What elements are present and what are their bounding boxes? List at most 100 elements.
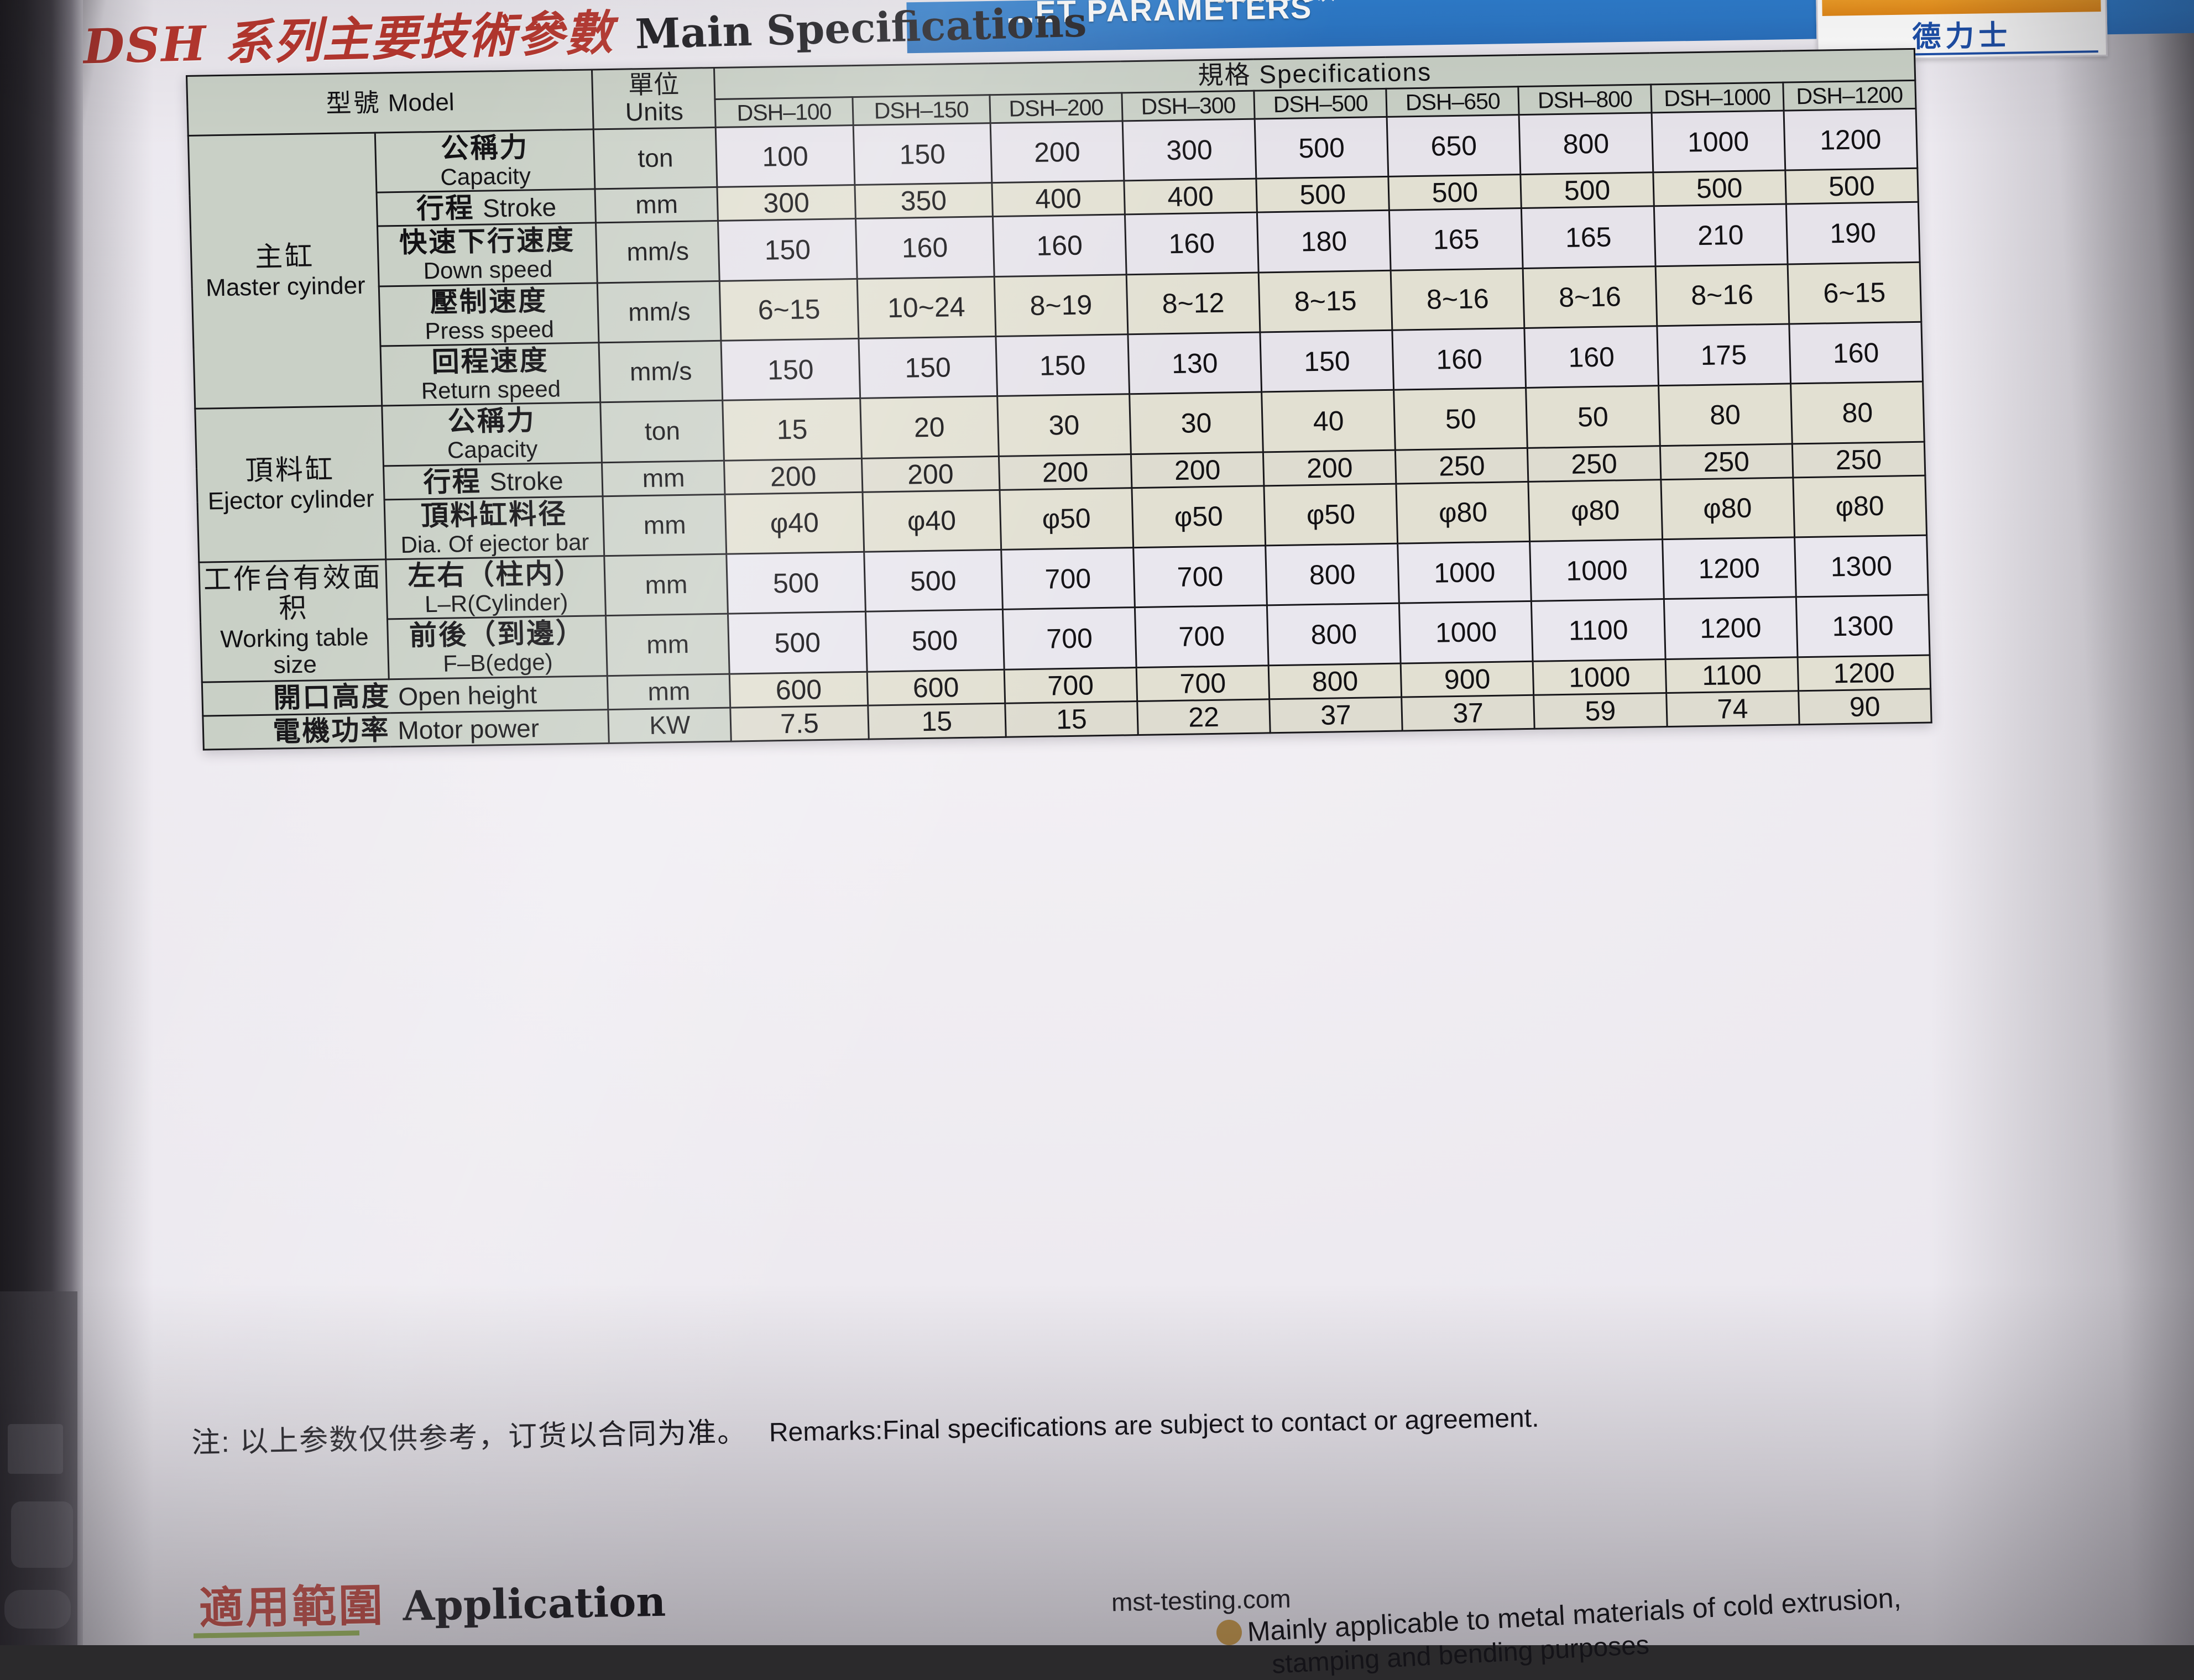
value-cell: 90 bbox=[1798, 688, 1932, 725]
value-cell: φ80 bbox=[1660, 477, 1795, 540]
bullet-point-icon bbox=[1216, 1620, 1242, 1645]
unit-cell: ton bbox=[600, 400, 724, 463]
parameter-label-en: Press speed bbox=[424, 316, 555, 344]
value-cell: 400 bbox=[991, 181, 1125, 217]
value-cell: 1000 bbox=[1530, 539, 1664, 601]
value-cell: 150 bbox=[853, 123, 992, 185]
specification-table-container: 型號 Model 單位 Units 規格 Specifications DSH–… bbox=[186, 48, 1932, 751]
value-cell: 15 bbox=[1005, 701, 1138, 737]
page-title-chinese: DSH 系列主要技術參數 bbox=[82, 4, 615, 75]
value-cell: 22 bbox=[1137, 699, 1271, 735]
parameter-label-en: Dia. Of ejector bar bbox=[400, 528, 589, 558]
specification-table: 型號 Model 單位 Units 規格 Specifications DSH–… bbox=[186, 48, 1932, 751]
parameter-label: 前後（到邊） F–B(edge) bbox=[387, 616, 608, 679]
unit-cell: mm bbox=[603, 494, 727, 556]
value-cell: φ40 bbox=[862, 490, 1001, 552]
value-cell: 700 bbox=[1133, 545, 1267, 608]
value-cell: 1200 bbox=[1663, 597, 1798, 660]
section-label-cn: 主缸 bbox=[254, 240, 315, 273]
model-column-header: DSH–100 bbox=[715, 97, 853, 128]
model-column-header: DSH–1200 bbox=[1783, 80, 1916, 111]
value-cell: 1000 bbox=[1397, 541, 1532, 604]
parameter-label-en: Capacity bbox=[440, 163, 531, 190]
value-cell: 150 bbox=[858, 336, 997, 399]
model-header: 型號 Model bbox=[186, 69, 594, 136]
value-cell: 400 bbox=[1124, 179, 1257, 215]
value-cell: 150 bbox=[721, 338, 860, 401]
value-cell: 250 bbox=[1395, 448, 1529, 484]
value-cell: 8~12 bbox=[1126, 272, 1260, 334]
model-column-header: DSH–1000 bbox=[1650, 82, 1784, 113]
value-cell: 1300 bbox=[1796, 595, 1930, 657]
parameter-label-en: Stroke bbox=[482, 192, 557, 223]
parameter-label-cn: 左右（柱内） bbox=[407, 557, 584, 592]
parameter-label-cn: 公稱力 bbox=[440, 132, 530, 164]
adjacent-page-edge bbox=[0, 1291, 77, 1645]
value-cell: φ50 bbox=[1264, 483, 1398, 546]
value-cell: 500 bbox=[865, 609, 1004, 672]
section-label-en: Ejector cylinder bbox=[207, 485, 375, 515]
value-cell: 1000 bbox=[1533, 659, 1667, 695]
value-cell: 700 bbox=[1004, 667, 1137, 704]
value-cell: 165 bbox=[1521, 206, 1655, 269]
value-cell: 700 bbox=[1136, 665, 1270, 702]
unit-cell: mm bbox=[602, 460, 725, 496]
unit-cell: mm bbox=[595, 187, 718, 223]
value-cell: 37 bbox=[1269, 697, 1403, 733]
value-cell: 500 bbox=[1785, 168, 1919, 205]
value-cell: φ80 bbox=[1793, 475, 1927, 537]
parameter-label: 快速下行速度 Down speed bbox=[377, 223, 598, 286]
value-cell: 800 bbox=[1267, 603, 1401, 666]
value-cell: 160 bbox=[855, 216, 994, 279]
value-cell: 300 bbox=[717, 185, 856, 221]
value-cell: φ50 bbox=[1131, 485, 1266, 548]
remarks-line: 注: 以上参数仅供参考，订货以合同为准。 Remarks:Final speci… bbox=[191, 1394, 1539, 1461]
parameter-label-en: F–B(edge) bbox=[442, 649, 553, 677]
parameter-label-cn: 開口高度 bbox=[273, 681, 391, 714]
unit-cell: mm bbox=[604, 554, 728, 616]
value-cell: 200 bbox=[1131, 452, 1265, 488]
value-cell: 500 bbox=[1653, 170, 1786, 207]
value-cell: 1200 bbox=[1797, 655, 1931, 691]
value-cell: 20 bbox=[860, 396, 999, 459]
value-cell: 160 bbox=[1125, 212, 1259, 275]
parameter-label-cn: 電機功率 bbox=[272, 714, 391, 747]
value-cell: 300 bbox=[1122, 119, 1256, 181]
units-header-en: Units bbox=[625, 97, 684, 127]
value-cell: 7.5 bbox=[730, 705, 869, 741]
value-cell: 190 bbox=[1786, 202, 1920, 264]
application-heading-en: Application bbox=[402, 1578, 666, 1630]
section-label-cn: 頂料缸 bbox=[245, 453, 336, 486]
parameter-label: 壓制速度 Press speed bbox=[379, 282, 599, 347]
parameter-label: 公稱力 Capacity bbox=[375, 129, 595, 193]
value-cell: 1100 bbox=[1665, 657, 1799, 693]
unit-cell: KW bbox=[608, 707, 732, 744]
value-cell: 150 bbox=[995, 334, 1130, 396]
parameter-label-en: Capacity bbox=[447, 436, 538, 463]
parameter-label-en: L–R(Cylinder) bbox=[424, 589, 568, 617]
parameter-label-en: Stroke bbox=[489, 466, 564, 496]
value-cell: 1000 bbox=[1651, 111, 1785, 173]
value-cell: 800 bbox=[1519, 112, 1653, 175]
application-heading-cn: 適用範圍 bbox=[198, 1579, 385, 1635]
parameter-label: 頂料缸料径 Dia. Of ejector bar bbox=[384, 496, 605, 559]
units-header: 單位 Units bbox=[592, 67, 716, 129]
model-column-header: DSH–500 bbox=[1253, 88, 1387, 119]
value-cell: φ80 bbox=[1396, 482, 1530, 544]
value-cell: 8~16 bbox=[1655, 264, 1789, 326]
value-cell: 500 bbox=[1388, 174, 1522, 211]
value-cell: φ80 bbox=[1528, 479, 1663, 542]
value-cell: 500 bbox=[1255, 117, 1389, 179]
value-cell: 500 bbox=[1521, 172, 1654, 208]
value-cell: 15 bbox=[868, 703, 1006, 740]
parameter-label-cn: 壓制速度 bbox=[430, 285, 548, 318]
value-cell: 1200 bbox=[1662, 537, 1796, 600]
value-cell: 100 bbox=[715, 125, 855, 187]
value-cell: 30 bbox=[1129, 392, 1263, 454]
value-cell: 40 bbox=[1261, 390, 1396, 452]
value-cell: 37 bbox=[1401, 695, 1535, 731]
value-cell: 80 bbox=[1658, 384, 1793, 446]
parameter-label: 公稱力 Capacity bbox=[382, 402, 602, 466]
application-heading: 適用範圍 Application bbox=[198, 1565, 666, 1637]
